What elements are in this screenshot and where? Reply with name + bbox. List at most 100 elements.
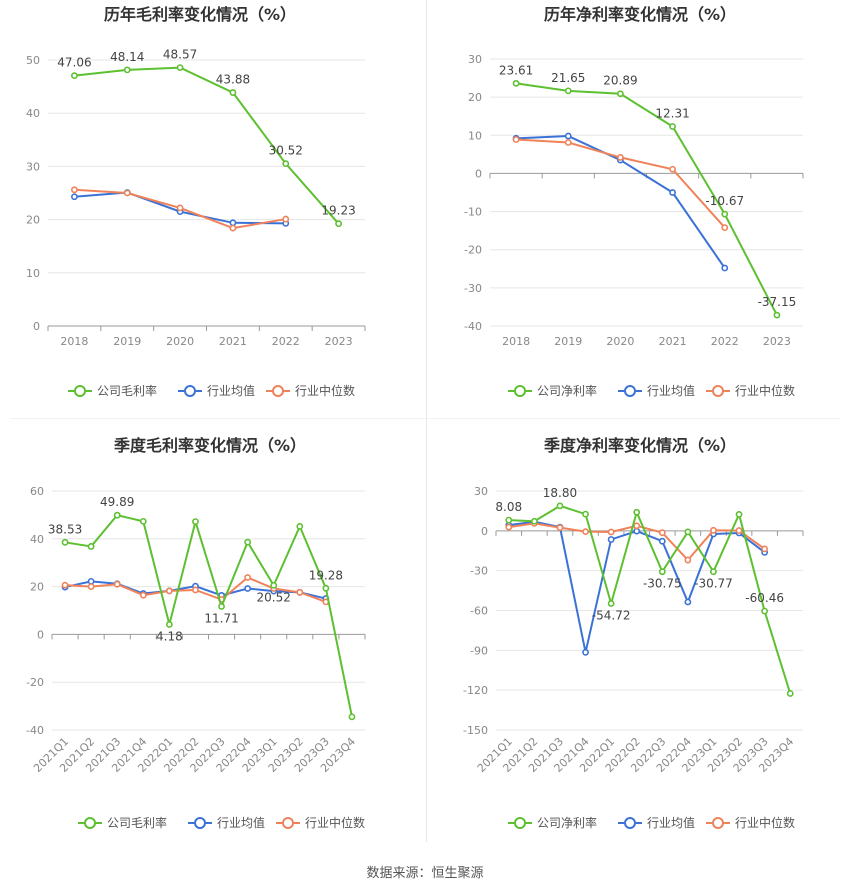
series-line-company xyxy=(64,514,353,718)
legend-marker xyxy=(282,817,294,829)
data-point-avg xyxy=(71,193,78,201)
legend-label: 公司净利率 xyxy=(537,383,597,398)
chart-title: 历年净利率变化情况（%） xyxy=(544,5,736,24)
data-point-median xyxy=(282,215,290,223)
y-tick-label: 40 xyxy=(30,533,44,546)
legend-marker xyxy=(624,817,636,829)
legend-label: 公司毛利率 xyxy=(97,383,157,398)
data-point-avg xyxy=(564,132,572,140)
data-point-company xyxy=(192,518,199,525)
data-point-median xyxy=(61,581,69,589)
data-label: 20.52 xyxy=(257,590,291,604)
series-line-company xyxy=(515,82,778,316)
chart-2: 历年净利率变化情况（%） -40 -30 -20 -10 0 10 20 30 2018 2019 2… xyxy=(464,5,804,398)
legend-item[interactable]: 公司净利率 xyxy=(508,815,597,830)
legend-item[interactable]: 行业中位数 xyxy=(706,815,795,830)
data-label: -60.46 xyxy=(745,591,784,605)
legend-item[interactable]: 行业中位数 xyxy=(706,383,795,398)
legend-marker xyxy=(194,817,206,829)
data-point-company xyxy=(218,603,225,610)
data-point-company xyxy=(617,90,624,98)
data-label: 48.14 xyxy=(110,50,144,64)
data-point-company xyxy=(512,79,520,87)
legend-item[interactable]: 行业均值 xyxy=(618,815,695,830)
data-label: 43.88 xyxy=(216,73,250,87)
data-label: 20.89 xyxy=(603,74,637,88)
data-point-median xyxy=(721,224,729,231)
data-point-company xyxy=(582,510,589,518)
data-point-avg xyxy=(229,219,237,227)
data-point-company xyxy=(735,510,743,518)
y-tick-label: -90 xyxy=(470,644,488,657)
data-point-company xyxy=(296,522,304,530)
data-point-median xyxy=(617,154,624,161)
data-point-company xyxy=(669,123,676,130)
chart-1: 历年毛利率变化情况（%） 0 10 20 30 40 50 2018 2019 2020 2021 2… xyxy=(26,5,366,398)
data-point-median xyxy=(505,523,513,531)
data-label: 18.80 xyxy=(543,486,577,500)
data-point-avg xyxy=(244,585,252,592)
legend-item[interactable]: 行业中位数 xyxy=(276,815,365,830)
data-label: -37.15 xyxy=(758,295,797,309)
data-label: 19.28 xyxy=(309,568,343,582)
legend-item[interactable]: 行业均值 xyxy=(188,815,265,830)
data-point-company xyxy=(761,607,769,615)
legend-marker xyxy=(514,817,526,829)
data-label: -10.67 xyxy=(705,194,744,208)
data-point-company xyxy=(684,528,692,536)
data-point-median xyxy=(658,529,666,537)
y-tick-label: 30 xyxy=(468,53,482,66)
data-point-avg xyxy=(669,189,676,196)
data-label: 38.53 xyxy=(48,522,82,536)
data-label: -30.75 xyxy=(643,577,682,591)
y-tick-label: 30 xyxy=(474,485,488,498)
y-tick-label: 10 xyxy=(26,267,40,280)
data-point-avg xyxy=(684,598,692,606)
legend-item[interactable]: 行业均值 xyxy=(618,383,695,398)
y-tick-label: -150 xyxy=(463,724,488,737)
y-tick-label: -40 xyxy=(26,724,44,737)
data-point-median xyxy=(684,556,692,564)
chart-title: 历年毛利率变化情况（%） xyxy=(104,5,296,24)
data-label: 30.52 xyxy=(269,144,303,158)
data-point-median xyxy=(582,528,589,536)
data-point-company xyxy=(773,311,781,319)
chart-title: 季度净利率变化情况（%） xyxy=(543,436,736,455)
data-point-avg xyxy=(658,537,666,545)
data-label: -30.77 xyxy=(694,577,733,591)
data-point-company xyxy=(176,64,184,72)
data-point-median xyxy=(176,204,184,212)
data-point-company xyxy=(564,87,572,95)
x-tick-label: 2022 xyxy=(711,335,739,348)
data-label: 19.23 xyxy=(321,204,355,218)
data-point-median xyxy=(564,139,572,146)
data-point-company xyxy=(786,690,794,697)
chart-3: 季度毛利率变化情况（%）-40-2002040602021Q12021Q2202… xyxy=(26,436,366,830)
legend-item[interactable]: 行业均值 xyxy=(178,383,255,398)
legend-marker xyxy=(184,385,196,397)
data-point-median xyxy=(165,587,173,595)
legend-item[interactable]: 公司毛利率 xyxy=(78,815,167,830)
data-label: -54.72 xyxy=(592,608,631,622)
data-point-median xyxy=(87,583,95,590)
x-tick-label: 2022 xyxy=(272,335,300,348)
data-point-avg xyxy=(582,648,589,656)
data-point-company xyxy=(335,220,342,228)
data-point-company xyxy=(322,584,330,592)
data-point-median xyxy=(761,545,769,553)
data-label: 49.89 xyxy=(100,495,134,509)
data-point-median xyxy=(556,524,564,532)
legend-item[interactable]: 公司毛利率 xyxy=(68,383,157,398)
legend-label: 行业中位数 xyxy=(735,815,795,830)
legend-marker xyxy=(712,817,724,829)
data-point-company xyxy=(658,568,666,576)
data-point-company xyxy=(270,581,278,589)
legend-item[interactable]: 行业中位数 xyxy=(266,383,355,398)
data-label: 48.57 xyxy=(163,48,197,62)
y-tick-label: -10 xyxy=(464,206,482,219)
legend-label: 公司净利率 xyxy=(537,815,597,830)
y-tick-label: -60 xyxy=(470,605,488,618)
data-point-company xyxy=(530,517,538,525)
data-point-median xyxy=(633,522,641,530)
legend-item[interactable]: 公司净利率 xyxy=(508,383,597,398)
